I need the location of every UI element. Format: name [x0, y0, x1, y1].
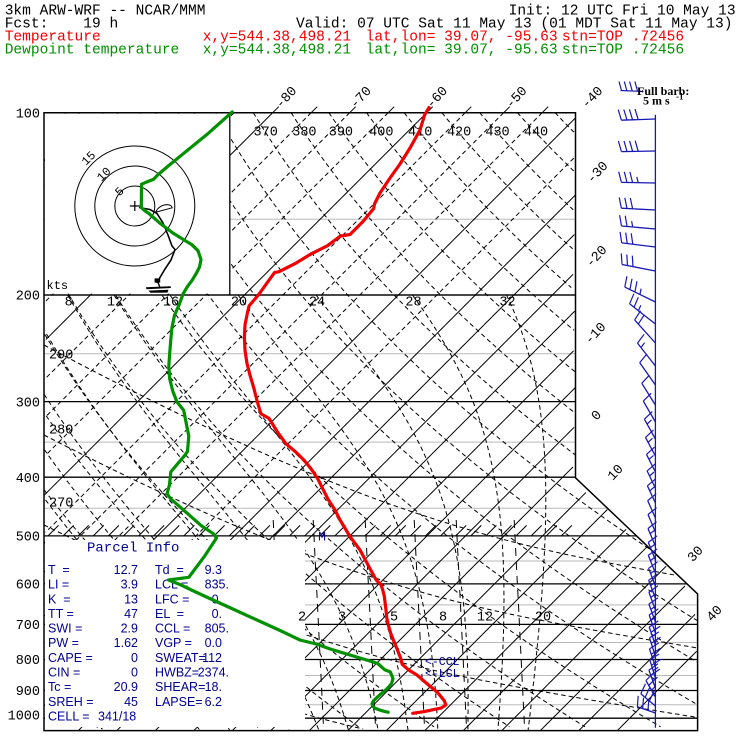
svg-text:0: 0 [131, 666, 138, 680]
svg-text:-1: -1 [676, 92, 684, 102]
svg-text:T =: T = [48, 563, 70, 577]
svg-text:kts: kts [47, 279, 69, 293]
svg-text:5: 5 [390, 611, 398, 626]
svg-text:3.9: 3.9 [121, 578, 138, 592]
svg-text:M: M [318, 530, 326, 545]
svg-text:1.62: 1.62 [114, 636, 138, 650]
svg-text:270: 270 [49, 496, 73, 511]
svg-text:280: 280 [49, 423, 73, 438]
svg-text:24: 24 [309, 296, 325, 311]
svg-text:EL =: EL = [155, 607, 184, 621]
svg-text:Fcst: 19 h: Fcst: 19 h [5, 17, 118, 33]
svg-text:LCL =: LCL = [155, 578, 188, 592]
svg-text:800: 800 [16, 654, 40, 669]
svg-text:700: 700 [16, 619, 40, 634]
svg-text:13: 13 [124, 592, 138, 606]
svg-text:CCL =: CCL = [155, 622, 190, 636]
svg-text:341/18: 341/18 [98, 710, 136, 724]
svg-text:lat,lon= 39.07, -95.63: lat,lon= 39.07, -95.63 [366, 30, 558, 46]
svg-text:390: 390 [329, 126, 353, 141]
svg-text:28: 28 [405, 296, 421, 311]
svg-text:3: 3 [338, 611, 346, 626]
svg-text:PW =: PW = [48, 636, 79, 650]
svg-text:12: 12 [477, 611, 493, 626]
svg-text:400: 400 [16, 472, 40, 487]
svg-text:HWBZ=: HWBZ= [155, 666, 199, 680]
svg-text:430: 430 [485, 126, 509, 141]
svg-text:20: 20 [535, 611, 551, 626]
svg-text:2374.: 2374. [198, 666, 229, 680]
svg-text:Td =: Td = [155, 563, 184, 577]
svg-text:9.3: 9.3 [205, 563, 222, 577]
svg-text:x,y=544.38,498.21: x,y=544.38,498.21 [203, 30, 352, 46]
svg-text:8: 8 [65, 296, 73, 311]
svg-text:<-LCL: <-LCL [425, 668, 460, 681]
svg-text:Valid: 07 UTC Sat 11 May 13 (0: Valid: 07 UTC Sat 11 May 13 (01 MDT Sat … [296, 17, 732, 33]
svg-text:8: 8 [439, 611, 447, 626]
svg-text:2.9: 2.9 [121, 622, 138, 636]
svg-text:300: 300 [16, 396, 40, 411]
svg-text:SWEAT=: SWEAT= [155, 651, 206, 665]
svg-text:290: 290 [49, 348, 73, 363]
svg-text:lat,lon= 39.07, -95.63: lat,lon= 39.07, -95.63 [366, 43, 558, 59]
svg-text:Parcel Info: Parcel Info [87, 541, 179, 557]
svg-text:20.9: 20.9 [114, 680, 138, 694]
svg-text:0: 0 [131, 651, 138, 665]
svg-text:112: 112 [202, 651, 222, 665]
svg-text:440: 440 [524, 126, 548, 141]
svg-text:12.7: 12.7 [114, 563, 138, 577]
svg-text:CIN =: CIN = [48, 666, 80, 680]
svg-text:18.: 18. [205, 680, 222, 694]
svg-text:370: 370 [254, 126, 278, 141]
svg-text:410: 410 [408, 126, 432, 141]
svg-text:380: 380 [292, 126, 316, 141]
svg-text:420: 420 [447, 126, 471, 141]
svg-text:500: 500 [16, 531, 40, 546]
svg-text:2: 2 [298, 611, 306, 626]
svg-text:0.: 0. [212, 592, 222, 606]
svg-text:LFC =: LFC = [155, 592, 189, 606]
svg-text:805.: 805. [205, 622, 229, 636]
svg-text:Temperature: Temperature [5, 30, 101, 46]
svg-text:CELL =: CELL = [48, 710, 90, 724]
svg-text:SHEAR=: SHEAR= [155, 680, 205, 694]
svg-text:SREH =: SREH = [48, 695, 94, 709]
svg-text:600: 600 [16, 579, 40, 594]
svg-text:Tc =: Tc = [48, 680, 71, 694]
svg-text:835.: 835. [205, 578, 229, 592]
svg-text:TT =: TT = [48, 607, 74, 621]
svg-text:3km ARW-WRF -- NCAR/MMM: 3km ARW-WRF -- NCAR/MMM [5, 4, 206, 20]
svg-text:K =: K = [48, 592, 71, 606]
svg-text:1000: 1000 [8, 710, 40, 725]
svg-text:400: 400 [369, 126, 393, 141]
svg-text:Full barb:: Full barb: [637, 84, 689, 98]
svg-text:Init: 12 UTC Fri 10 May 13: Init: 12 UTC Fri 10 May 13 [509, 4, 736, 20]
svg-text:12: 12 [107, 296, 123, 311]
svg-text:100: 100 [16, 107, 40, 122]
svg-text:0.: 0. [212, 607, 222, 621]
svg-text:32: 32 [499, 296, 515, 311]
svg-text:Dewpoint temperature: Dewpoint temperature [5, 43, 180, 59]
svg-text:<-CCL: <-CCL [425, 656, 460, 669]
svg-text:LI =: LI = [48, 578, 69, 592]
svg-text:stn=TOP .72456: stn=TOP .72456 [562, 30, 684, 46]
svg-text:200: 200 [16, 290, 40, 305]
svg-text:VGP =: VGP = [155, 636, 192, 650]
svg-text:20: 20 [231, 296, 247, 311]
svg-text:5 m s: 5 m s [643, 94, 670, 108]
svg-text:SWI =: SWI = [48, 622, 82, 636]
svg-text:6.2: 6.2 [205, 695, 222, 709]
svg-text:stn=TOP .72456: stn=TOP .72456 [562, 43, 684, 59]
svg-text:CAPE =: CAPE = [48, 651, 93, 665]
svg-text:45: 45 [124, 695, 138, 709]
svg-text:47: 47 [124, 607, 138, 621]
svg-text:x,y=544.38,498.21: x,y=544.38,498.21 [203, 43, 352, 59]
svg-text:900: 900 [16, 685, 40, 700]
svg-text:LAPSE=: LAPSE= [155, 695, 203, 709]
svg-text:0.0: 0.0 [205, 636, 222, 650]
svg-text:16: 16 [163, 296, 179, 311]
